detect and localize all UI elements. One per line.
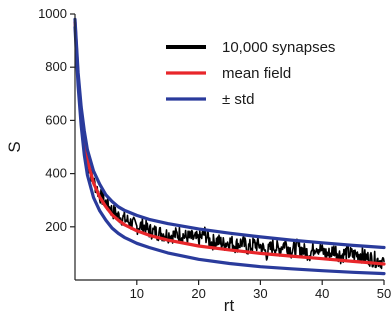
legend-label: mean field: [222, 65, 291, 82]
series-line-1: [73, 20, 386, 266]
y-tick-label: 800: [45, 59, 67, 74]
axes: [74, 14, 384, 281]
y-tick-label: 400: [45, 166, 67, 181]
legend: 10,000 synapses mean field ± std: [166, 39, 335, 108]
series-layer: [73, 17, 386, 276]
x-axis-title: rt: [224, 296, 235, 315]
x-tick-label: 30: [253, 286, 267, 301]
y-tick-label: 600: [45, 112, 67, 127]
series-line-2: [73, 17, 386, 250]
x-tick-label: 20: [191, 286, 205, 301]
y-tick-label: 1000: [38, 6, 67, 21]
series-line-3: [73, 25, 386, 276]
x-ticks: 10 20 30 40 50: [130, 280, 391, 301]
y-tick-label: 200: [45, 219, 67, 234]
series-line-0: [74, 18, 385, 270]
y-ticks: 200 400 600 800 1000: [38, 6, 75, 234]
x-tick-label: 50: [377, 286, 391, 301]
legend-label: ± std: [222, 91, 254, 108]
y-axis-title: S: [5, 141, 24, 152]
legend-label: 10,000 synapses: [222, 39, 335, 56]
x-tick-label: 10: [130, 286, 144, 301]
x-tick-label: 40: [315, 286, 329, 301]
